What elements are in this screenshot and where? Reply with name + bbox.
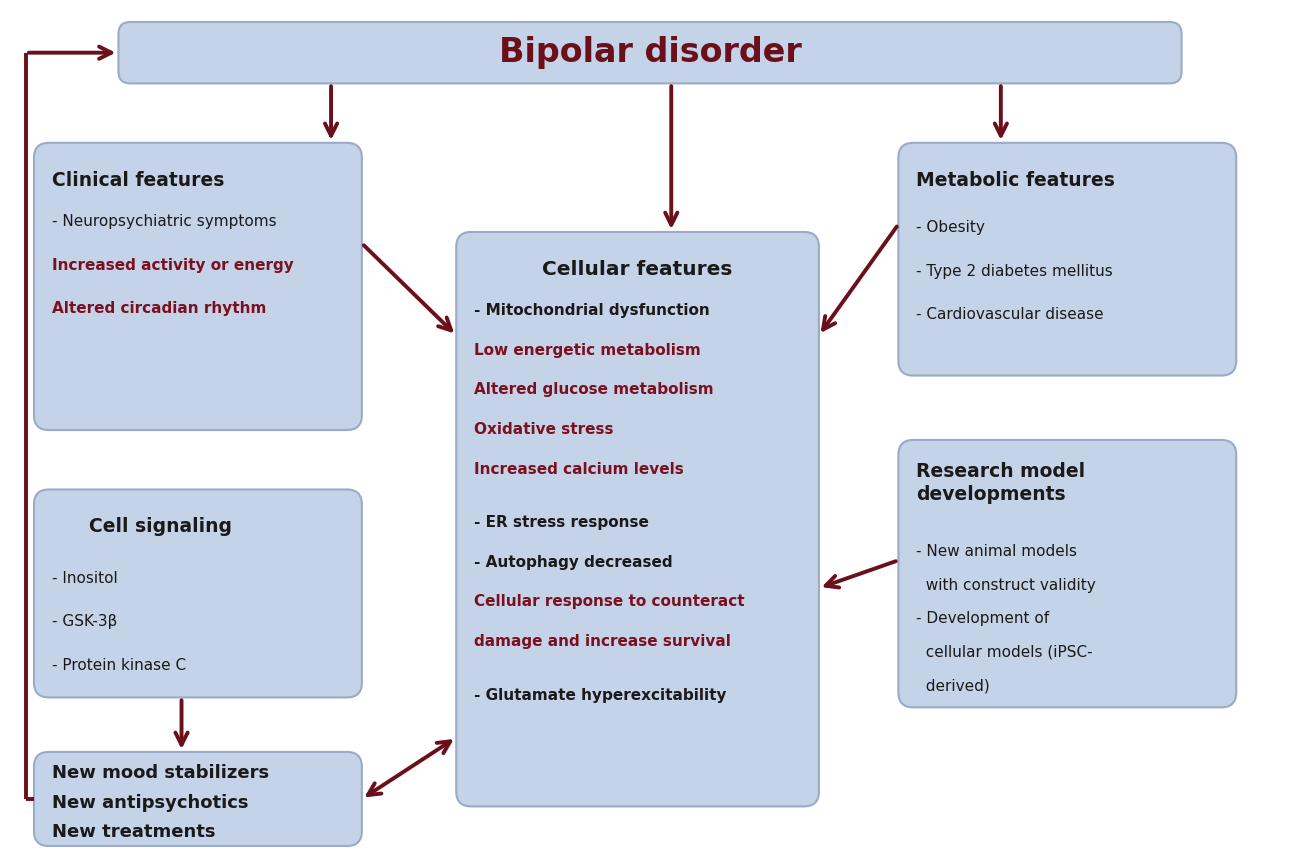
Text: - Cardiovascular disease: - Cardiovascular disease (916, 307, 1104, 322)
FancyBboxPatch shape (34, 752, 361, 846)
FancyBboxPatch shape (34, 490, 361, 698)
FancyBboxPatch shape (898, 440, 1236, 707)
Text: - GSK-3β: - GSK-3β (52, 615, 117, 629)
FancyBboxPatch shape (34, 143, 361, 430)
Text: Metabolic features: Metabolic features (916, 170, 1115, 189)
Text: - Glutamate hyperexcitability: - Glutamate hyperexcitability (474, 687, 727, 702)
FancyBboxPatch shape (456, 232, 819, 806)
Text: - Protein kinase C: - Protein kinase C (52, 658, 186, 673)
Text: Bipolar disorder: Bipolar disorder (499, 36, 801, 69)
Text: - Type 2 diabetes mellitus: - Type 2 diabetes mellitus (916, 264, 1113, 279)
Text: Cellular response to counteract: Cellular response to counteract (474, 595, 745, 609)
Text: Low energetic metabolism: Low energetic metabolism (474, 343, 701, 358)
Text: Clinical features: Clinical features (52, 170, 224, 189)
Text: Altered circadian rhythm: Altered circadian rhythm (52, 301, 266, 316)
Text: Altered glucose metabolism: Altered glucose metabolism (474, 383, 714, 398)
Text: Oxidative stress: Oxidative stress (474, 422, 614, 437)
Text: - Development of: - Development of (916, 611, 1049, 627)
Text: - Mitochondrial dysfunction: - Mitochondrial dysfunction (474, 303, 710, 319)
Text: with construct validity: with construct validity (916, 577, 1096, 593)
Text: derived): derived) (916, 679, 991, 694)
Text: - Obesity: - Obesity (916, 220, 985, 235)
Text: - Neuropsychiatric symptoms: - Neuropsychiatric symptoms (52, 214, 277, 229)
Text: Increased activity or energy: Increased activity or energy (52, 258, 294, 273)
Text: Increased calcium levels: Increased calcium levels (474, 462, 684, 477)
FancyBboxPatch shape (898, 143, 1236, 376)
Text: New mood stabilizers: New mood stabilizers (52, 764, 269, 782)
Text: - Inositol: - Inositol (52, 570, 117, 586)
Text: New treatments: New treatments (52, 823, 216, 841)
Text: Cell signaling: Cell signaling (88, 517, 231, 536)
Text: Research model
developments: Research model developments (916, 462, 1086, 504)
Text: - ER stress response: - ER stress response (474, 516, 649, 530)
Text: Cellular features: Cellular features (542, 260, 733, 279)
FancyBboxPatch shape (118, 22, 1182, 83)
Text: - New animal models: - New animal models (916, 544, 1078, 559)
Text: damage and increase survival: damage and increase survival (474, 634, 731, 649)
Text: - Autophagy decreased: - Autophagy decreased (474, 555, 673, 569)
Text: New antipsychotics: New antipsychotics (52, 793, 248, 812)
Text: cellular models (iPSC-: cellular models (iPSC- (916, 645, 1093, 660)
